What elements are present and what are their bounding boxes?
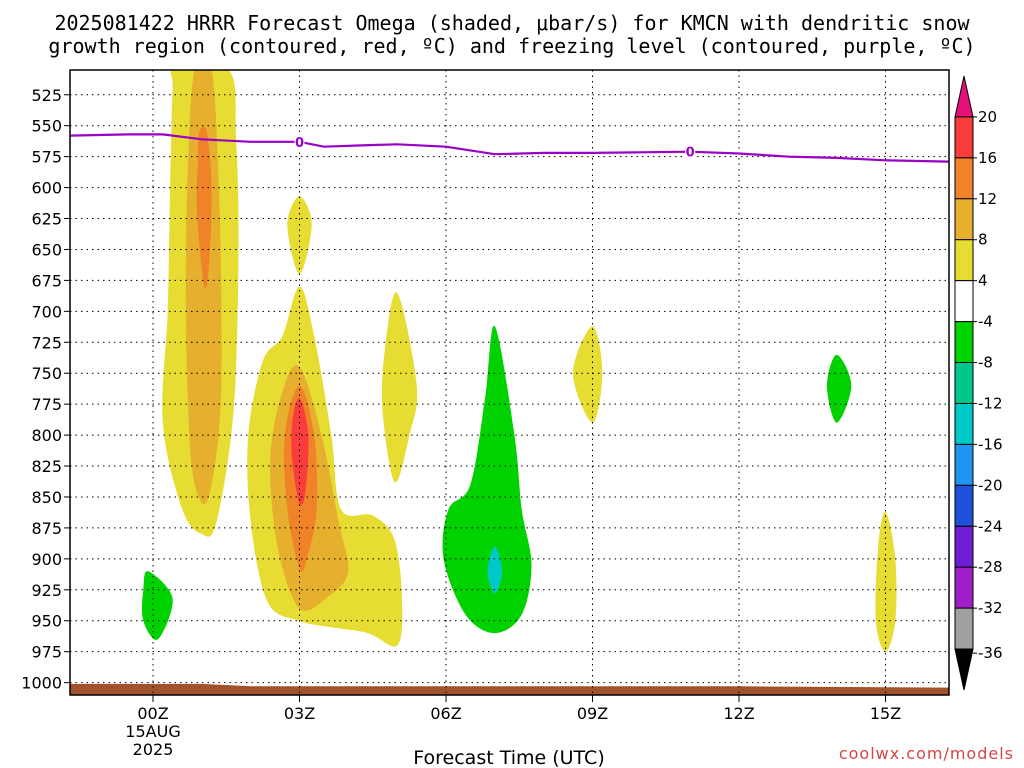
freezing-level-label-bg [294,133,305,149]
y-axis-ticks: 525 550 575 600 625 650 675 700 725 750 775 800 825 8… [21,86,70,693]
omega-region-7 [291,397,309,506]
colorbar-label: 8 [978,231,988,249]
freezing-level-label: 0 [686,146,695,161]
colorbar-label: -4 [978,313,993,331]
colorbar-segment [954,402,974,445]
colorbar-label: 12 [978,190,997,208]
colorbar-label: -24 [978,517,1003,535]
y-tick-label: 975 [31,643,62,662]
colorbar-segment [954,484,974,527]
colorbar-label: 16 [978,149,997,167]
colorbar-top-arrow [954,75,974,118]
y-tick-label: 650 [31,240,62,259]
omega-region-9 [573,326,603,423]
x-axis-label: Forecast Time (UTC) [413,747,604,768]
x-tick-label: 00Z [137,704,168,723]
y-tick-label: 725 [31,333,62,352]
y-tick-label: 1000 [21,674,62,693]
colorbar-segment [954,525,974,568]
terrain-fill [70,683,949,695]
grid-lines [70,70,949,695]
y-tick-label: 825 [31,457,62,476]
colorbar-segment [954,198,974,241]
omega-region-14 [826,354,852,423]
colorbar-label: -28 [978,558,1003,576]
y-tick-label: 850 [31,488,62,507]
y-tick-label: 925 [31,581,62,600]
colorbar-label: -8 [978,354,993,372]
y-tick-label: 875 [31,519,62,538]
chart-title-line1: 2025081422 HRRR Forecast Omega (shaded, … [54,11,970,35]
y-tick-label: 675 [31,271,62,290]
colorbar: 20 16 12 8 4 -4 -8 -12 -16 -20 -24 -28 -32 -36 [954,75,1003,691]
y-tick-label: 950 [31,612,62,631]
x-tick-label: 03Z [284,704,315,723]
colorbar-bottom-arrow [954,648,974,691]
freezing-level-label: 0 [295,136,304,151]
x-tick-label: 09Z [577,704,608,723]
colorbar-segment [954,321,974,364]
colorbar-label: -20 [978,476,1003,494]
x-tick-label: 15Z [870,704,901,723]
freezing-level-label-bg [685,143,696,159]
y-tick-label: 800 [31,426,62,445]
colorbar-label: -36 [978,644,1003,662]
omega-shaded-regions [141,70,897,652]
chart-title-line2: growth region (contoured, red, ºC) and f… [48,34,975,58]
freezing-level-layer: 00 [70,133,949,163]
y-tick-label: 600 [31,179,62,198]
y-tick-label: 700 [31,302,62,321]
y-tick-label: 525 [31,86,62,105]
x-tick-label: 06Z [430,704,461,723]
colorbar-segment [954,239,974,282]
y-tick-label: 550 [31,117,62,136]
colorbar-segment [954,607,974,650]
plot-frame [69,69,950,696]
colorbar-label: -16 [978,435,1003,453]
omega-region-12 [442,325,532,634]
omega-region-1 [185,70,222,505]
colorbar-label: 4 [978,272,988,290]
colorbar-segment [954,362,974,404]
y-tick-label: 625 [31,210,62,229]
terrain-layer [70,683,949,695]
y-tick-label: 750 [31,364,62,383]
omega-region-11 [141,571,173,640]
x-tick-label: 12Z [723,704,754,723]
x-tick-date: 15AUG [125,722,180,741]
colorbar-segment [954,116,974,159]
omega-region-13 [487,546,503,594]
colorbar-label: -12 [978,394,1003,412]
colorbar-segment [954,157,974,200]
omega-region-2 [196,126,212,289]
colorbar-label: -32 [978,599,1003,617]
y-tick-label: 900 [31,550,62,569]
colorbar-segment [954,280,974,323]
colorbar-label: 20 [978,108,997,126]
y-tick-label: 775 [31,395,62,414]
credit-text: coolwx.com/models [839,744,1014,763]
x-tick-year: 2025 [133,740,174,759]
omega-region-8 [381,292,418,483]
freezing-level-line [70,133,949,163]
y-tick-label: 575 [31,148,62,167]
colorbar-segment [954,566,974,609]
colorbar-segment [954,443,974,486]
